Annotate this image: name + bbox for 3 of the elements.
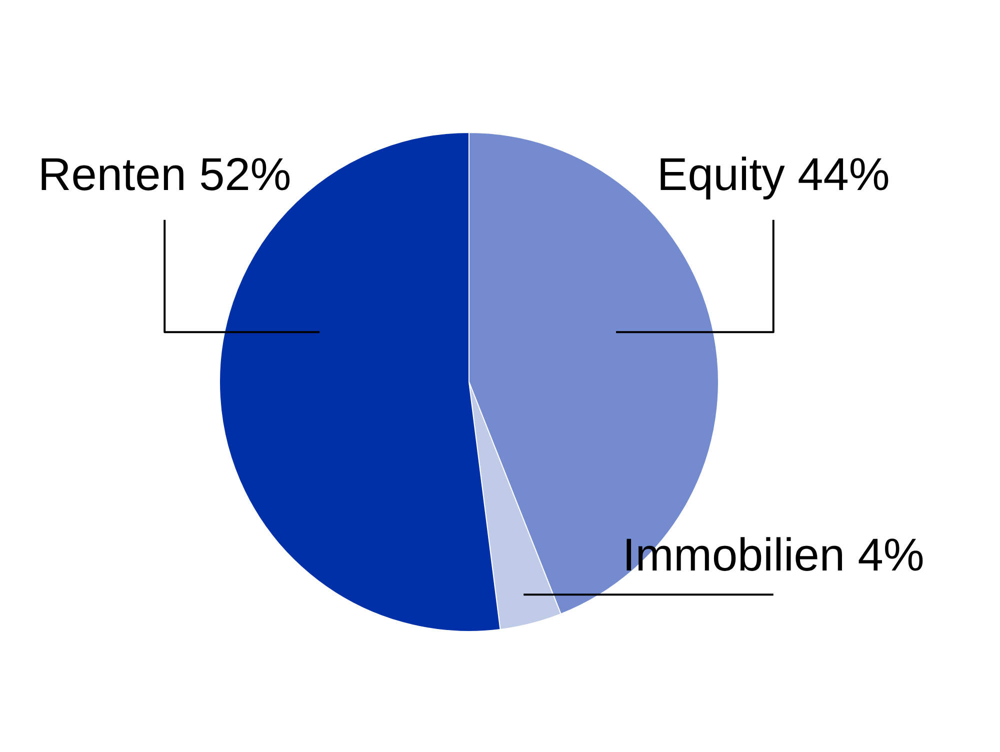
slice-label: Immobilien 4% <box>622 528 924 580</box>
slice-label: Renten 52% <box>38 148 292 200</box>
slice-label: Equity 44% <box>657 148 890 200</box>
